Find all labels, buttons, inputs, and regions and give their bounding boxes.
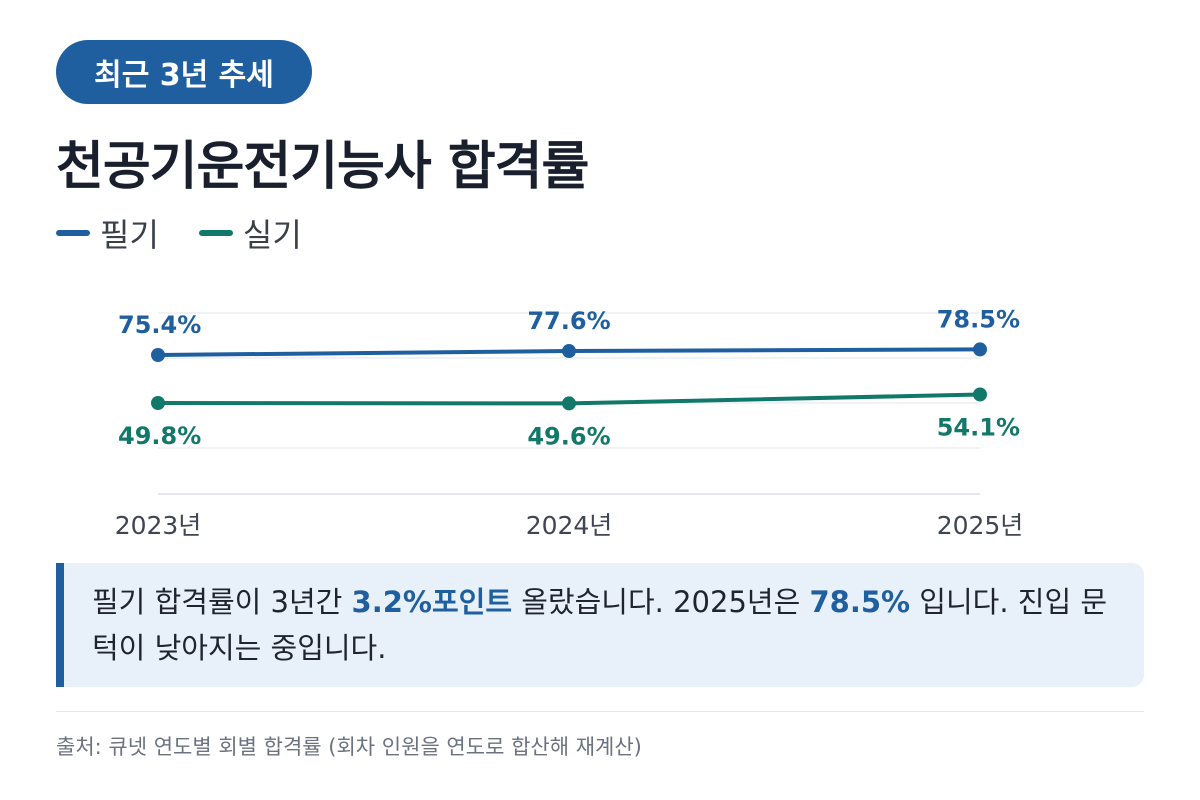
page-title: 천공기운전기능사 합격률 <box>56 137 589 197</box>
data-point-written-1 <box>562 344 576 359</box>
legend-label-practical: 실기 <box>242 216 302 254</box>
data-label-practical-2: 54.1% <box>937 413 1020 441</box>
data-label-written-0: 75.4% <box>118 311 201 339</box>
x-tick-label-2023년: 2023년 <box>115 511 202 540</box>
data-label-written-1: 77.6% <box>527 307 610 335</box>
data-point-practical-2 <box>973 387 987 402</box>
data-point-written-2 <box>973 342 987 357</box>
legend-item-written: 필기 <box>56 210 159 256</box>
summary-note: 필기 합격률이 3년간 3.2%포인트 올랐습니다. 2025년은 78.5% … <box>56 563 1144 687</box>
data-label-practical-0: 49.8% <box>118 422 201 450</box>
x-tick-label-2024년: 2024년 <box>526 511 613 540</box>
pass-rate-line-chart: 2023년 2024년 2025년 75.4% 77.6% 78.5% 49.8% 49.6%… <box>115 305 1024 540</box>
legend-label-written: 필기 <box>100 216 159 254</box>
source-note: 출처: 큐넷 연도별 회별 합격률 (회차 인원을 연도로 합산해 재계산) <box>56 735 642 759</box>
footer-divider <box>56 711 1144 712</box>
data-label-written-2: 78.5% <box>937 305 1020 333</box>
legend-item-practical: 실기 <box>198 210 302 256</box>
data-point-written-0 <box>151 348 165 362</box>
note-highlight-2025-rate: 78.5% <box>809 585 911 619</box>
data-point-practical-1 <box>562 396 576 411</box>
data-point-practical-0 <box>151 396 165 410</box>
note-text-part2: 올랐습니다. 2025년은 <box>512 585 810 619</box>
legend-swatch-practical <box>198 230 233 236</box>
period-badge-label: 최근 3년 추세 <box>94 58 274 93</box>
chart-legend: 필기 실기 <box>56 210 342 256</box>
note-text-part3: 입니다. 진입 문턱이 낮아지는 중입니다. <box>92 585 1108 665</box>
note-highlight-point-change: 3.2%포인트 <box>351 585 513 619</box>
period-badge: 최근 3년 추세 <box>56 40 312 104</box>
summary-note-text: 필기 합격률이 3년간 3.2%포인트 올랐습니다. 2025년은 78.5% … <box>92 579 1132 671</box>
x-tick-label-2025년: 2025년 <box>937 511 1024 540</box>
data-label-practical-1: 49.6% <box>527 422 610 450</box>
note-text-part1: 필기 합격률이 3년간 <box>92 585 352 619</box>
summary-note-accent-bar <box>56 563 64 687</box>
legend-swatch-written <box>56 230 90 236</box>
